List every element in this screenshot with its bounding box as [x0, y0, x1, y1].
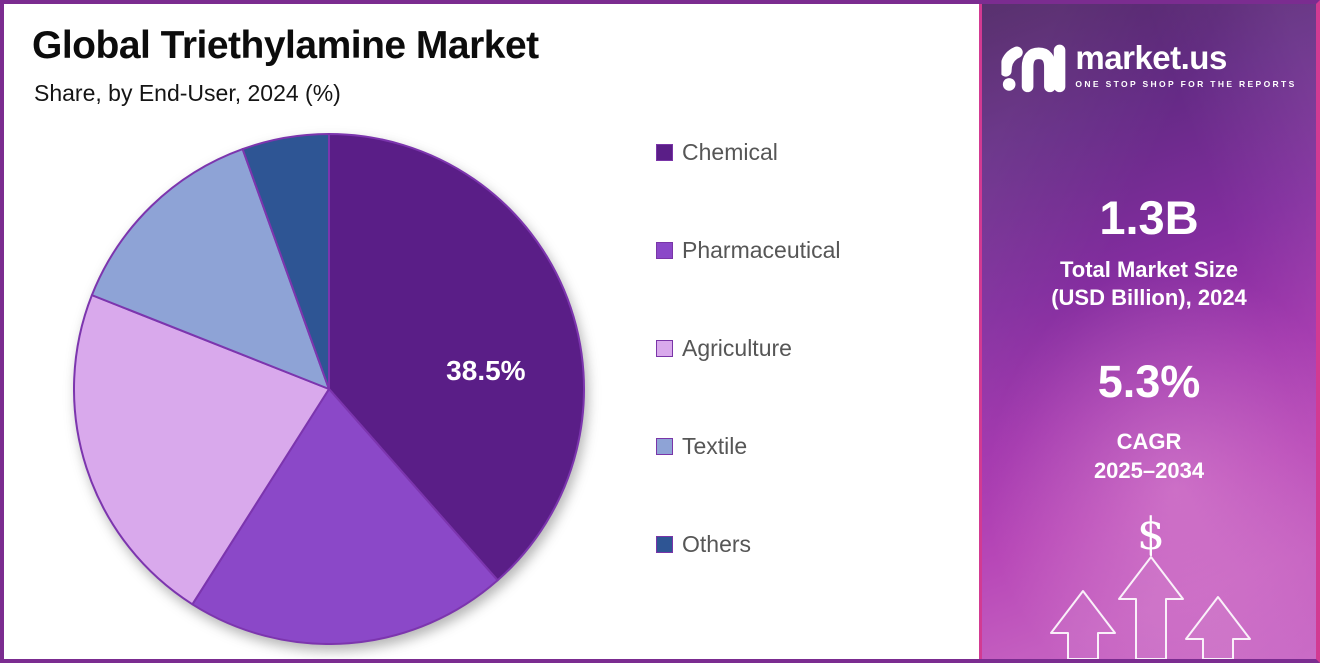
legend-swatch — [656, 143, 673, 161]
growth-arrows-icon — [1050, 541, 1251, 659]
pie-slice-chemical — [328, 133, 585, 582]
page-subtitle: Share, by End-User, 2024 (%) — [34, 80, 341, 106]
legend-swatch — [656, 241, 673, 259]
brand-name: market.us — [1075, 39, 1227, 76]
legend-item-agriculture: Agriculture — [656, 335, 841, 361]
legend-swatch — [656, 339, 673, 357]
brand-tagline: ONE STOP SHOP FOR THE REPORTS — [1075, 79, 1297, 89]
sidebar: market.us ONE STOP SHOP FOR THE REPORTS … — [979, 4, 1316, 659]
pie-slice-others — [241, 133, 330, 390]
cagr-value: 5.3% — [1097, 356, 1201, 407]
pie-data-label: 38.5% — [446, 355, 525, 386]
marketus-logo-mark-icon — [1001, 44, 1066, 93]
pie-chart: 38.5% — [73, 133, 585, 645]
legend-label: Pharmaceutical — [682, 236, 841, 263]
pie-slice-agriculture — [73, 294, 330, 606]
market-size-label-line1: Total Market Size — [1059, 257, 1239, 282]
market-size-value: 1.3B — [1099, 191, 1199, 244]
legend: Chemical Pharmaceutical Agriculture Textile… — [656, 139, 841, 629]
marketus-logo: market.us ONE STOP SHOP FOR THE REPORTS — [1001, 37, 1296, 93]
legend-label: Others — [682, 530, 752, 557]
legend-swatch — [656, 535, 673, 553]
pie-chart-area: 38.5% — [64, 124, 594, 654]
logo-text: market.us ONE STOP SHOP FOR THE REPORTS — [1075, 41, 1296, 89]
legend-label: Textile — [682, 432, 748, 459]
legend-item-others: Others — [656, 531, 841, 557]
pie-slice-textile — [90, 148, 330, 390]
header: Global Triethylamine Market Share, by En… — [32, 24, 539, 107]
market-size-label-line2: (USD Billion), 2024 — [1051, 284, 1247, 310]
legend-label: Chemical — [682, 138, 778, 165]
legend-item-textile: Textile — [656, 433, 841, 459]
pie-slice-pharmaceutical — [191, 388, 499, 645]
cagr-label: CAGR 2025–2034 — [982, 428, 1316, 485]
market-size-label: Total Market Size (USD Billion), 2024 — [982, 256, 1316, 311]
legend-item-pharmaceutical: Pharmaceutical — [656, 237, 841, 263]
legend-item-chemical: Chemical — [656, 139, 841, 165]
cagr-label-line2: 2025–2034 — [1093, 457, 1205, 483]
page-title: Global Triethylamine Market — [32, 24, 539, 67]
legend-label: Agriculture — [682, 334, 792, 361]
legend-swatch — [656, 437, 673, 455]
cagr-label-line1: CAGR — [1116, 429, 1182, 454]
